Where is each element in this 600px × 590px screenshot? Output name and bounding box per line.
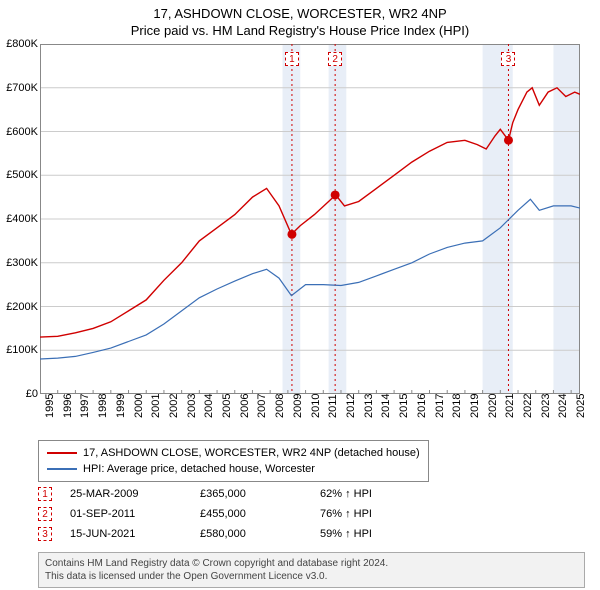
y-tick-label: £600K bbox=[6, 126, 38, 138]
sale-row: 1 25-MAR-2009£365,00062% ↑ HPI bbox=[38, 484, 420, 504]
x-tick-label: 2008 bbox=[274, 394, 286, 418]
x-tick-label: 1997 bbox=[79, 394, 91, 418]
legend-swatch bbox=[47, 468, 77, 470]
sale-row: 2 01-SEP-2011£455,00076% ↑ HPI bbox=[38, 504, 420, 524]
x-tick-label: 2004 bbox=[203, 394, 215, 418]
sale-price: £455,000 bbox=[200, 508, 320, 520]
chart-marker-badge: 3 bbox=[501, 52, 515, 66]
legend: 17, ASHDOWN CLOSE, WORCESTER, WR2 4NP (d… bbox=[38, 440, 429, 482]
x-tick-label: 2022 bbox=[522, 394, 534, 418]
sale-pct: 62% ↑ HPI bbox=[320, 488, 420, 500]
x-tick-label: 2001 bbox=[150, 394, 162, 418]
chart-marker-badge: 2 bbox=[328, 52, 342, 66]
x-tick-label: 2025 bbox=[575, 394, 587, 418]
title-block: 17, ASHDOWN CLOSE, WORCESTER, WR2 4NP Pr… bbox=[0, 0, 600, 40]
legend-row-price-paid: 17, ASHDOWN CLOSE, WORCESTER, WR2 4NP (d… bbox=[47, 445, 420, 461]
y-tick-label: £0 bbox=[26, 388, 38, 400]
x-tick-label: 2020 bbox=[487, 394, 499, 418]
x-tick-label: 2016 bbox=[416, 394, 428, 418]
title-address: 17, ASHDOWN CLOSE, WORCESTER, WR2 4NP bbox=[0, 6, 600, 21]
x-tick-label: 1999 bbox=[115, 394, 127, 418]
attribution-line1: Contains HM Land Registry data © Crown c… bbox=[45, 557, 578, 570]
sale-date: 25-MAR-2009 bbox=[70, 488, 200, 500]
x-tick-label: 2024 bbox=[557, 394, 569, 418]
sales-table: 1 25-MAR-2009£365,00062% ↑ HPI 2 01-SEP-201… bbox=[38, 484, 420, 544]
sale-badge: 3 bbox=[38, 527, 52, 541]
x-axis-labels: 1995 1996 1997 1998 1999 2000 2001 2002 2003 2004… bbox=[40, 394, 580, 434]
x-tick-label: 2009 bbox=[292, 394, 304, 418]
chart-svg bbox=[40, 44, 580, 394]
x-tick-label: 2000 bbox=[133, 394, 145, 418]
x-tick-label: 1995 bbox=[44, 394, 56, 418]
y-tick-label: £200K bbox=[6, 301, 38, 313]
sale-date: 01-SEP-2011 bbox=[70, 508, 200, 520]
x-tick-label: 2011 bbox=[327, 394, 339, 418]
title-subtitle: Price paid vs. HM Land Registry's House … bbox=[0, 23, 600, 38]
legend-swatch bbox=[47, 452, 77, 454]
chart-container: 17, ASHDOWN CLOSE, WORCESTER, WR2 4NP Pr… bbox=[0, 0, 600, 590]
x-tick-label: 2023 bbox=[540, 394, 552, 418]
x-tick-label: 2014 bbox=[380, 394, 392, 418]
sale-row: 3 15-JUN-2021£580,00059% ↑ HPI bbox=[38, 524, 420, 544]
chart-marker-badge: 1 bbox=[285, 52, 299, 66]
sale-price: £580,000 bbox=[200, 528, 320, 540]
x-tick-label: 2018 bbox=[451, 394, 463, 418]
sale-pct: 59% ↑ HPI bbox=[320, 528, 420, 540]
x-tick-label: 2015 bbox=[398, 394, 410, 418]
x-tick-label: 2003 bbox=[186, 394, 198, 418]
y-tick-label: £500K bbox=[6, 169, 38, 181]
x-tick-label: 2013 bbox=[363, 394, 375, 418]
x-tick-label: 2019 bbox=[469, 394, 481, 418]
x-tick-label: 1996 bbox=[62, 394, 74, 418]
y-tick-label: £700K bbox=[6, 82, 38, 94]
x-tick-label: 2010 bbox=[310, 394, 322, 418]
x-tick-label: 2005 bbox=[221, 394, 233, 418]
x-tick-label: 2006 bbox=[239, 394, 251, 418]
chart-area: £0£100K£200K£300K£400K£500K£600K£700K£80… bbox=[40, 44, 600, 424]
attribution-line2: This data is licensed under the Open Gov… bbox=[45, 570, 578, 583]
x-tick-label: 2012 bbox=[345, 394, 357, 418]
sale-badge: 2 bbox=[38, 507, 52, 521]
sale-date: 15-JUN-2021 bbox=[70, 528, 200, 540]
x-tick-label: 2021 bbox=[504, 394, 516, 418]
x-tick-label: 1998 bbox=[97, 394, 109, 418]
y-tick-label: £800K bbox=[6, 38, 38, 50]
sale-badge: 1 bbox=[38, 487, 52, 501]
y-axis-labels: £0£100K£200K£300K£400K£500K£600K£700K£80… bbox=[0, 44, 40, 394]
y-tick-label: £100K bbox=[6, 344, 38, 356]
legend-label: 17, ASHDOWN CLOSE, WORCESTER, WR2 4NP (d… bbox=[83, 445, 420, 461]
sale-pct: 76% ↑ HPI bbox=[320, 508, 420, 520]
y-tick-label: £400K bbox=[6, 213, 38, 225]
sale-price: £365,000 bbox=[200, 488, 320, 500]
y-tick-label: £300K bbox=[6, 257, 38, 269]
x-tick-label: 2002 bbox=[168, 394, 180, 418]
x-tick-label: 2017 bbox=[434, 394, 446, 418]
legend-label: HPI: Average price, detached house, Worc… bbox=[83, 461, 315, 477]
x-tick-label: 2007 bbox=[256, 394, 268, 418]
attribution-box: Contains HM Land Registry data © Crown c… bbox=[38, 552, 585, 588]
legend-row-hpi: HPI: Average price, detached house, Worc… bbox=[47, 461, 420, 477]
